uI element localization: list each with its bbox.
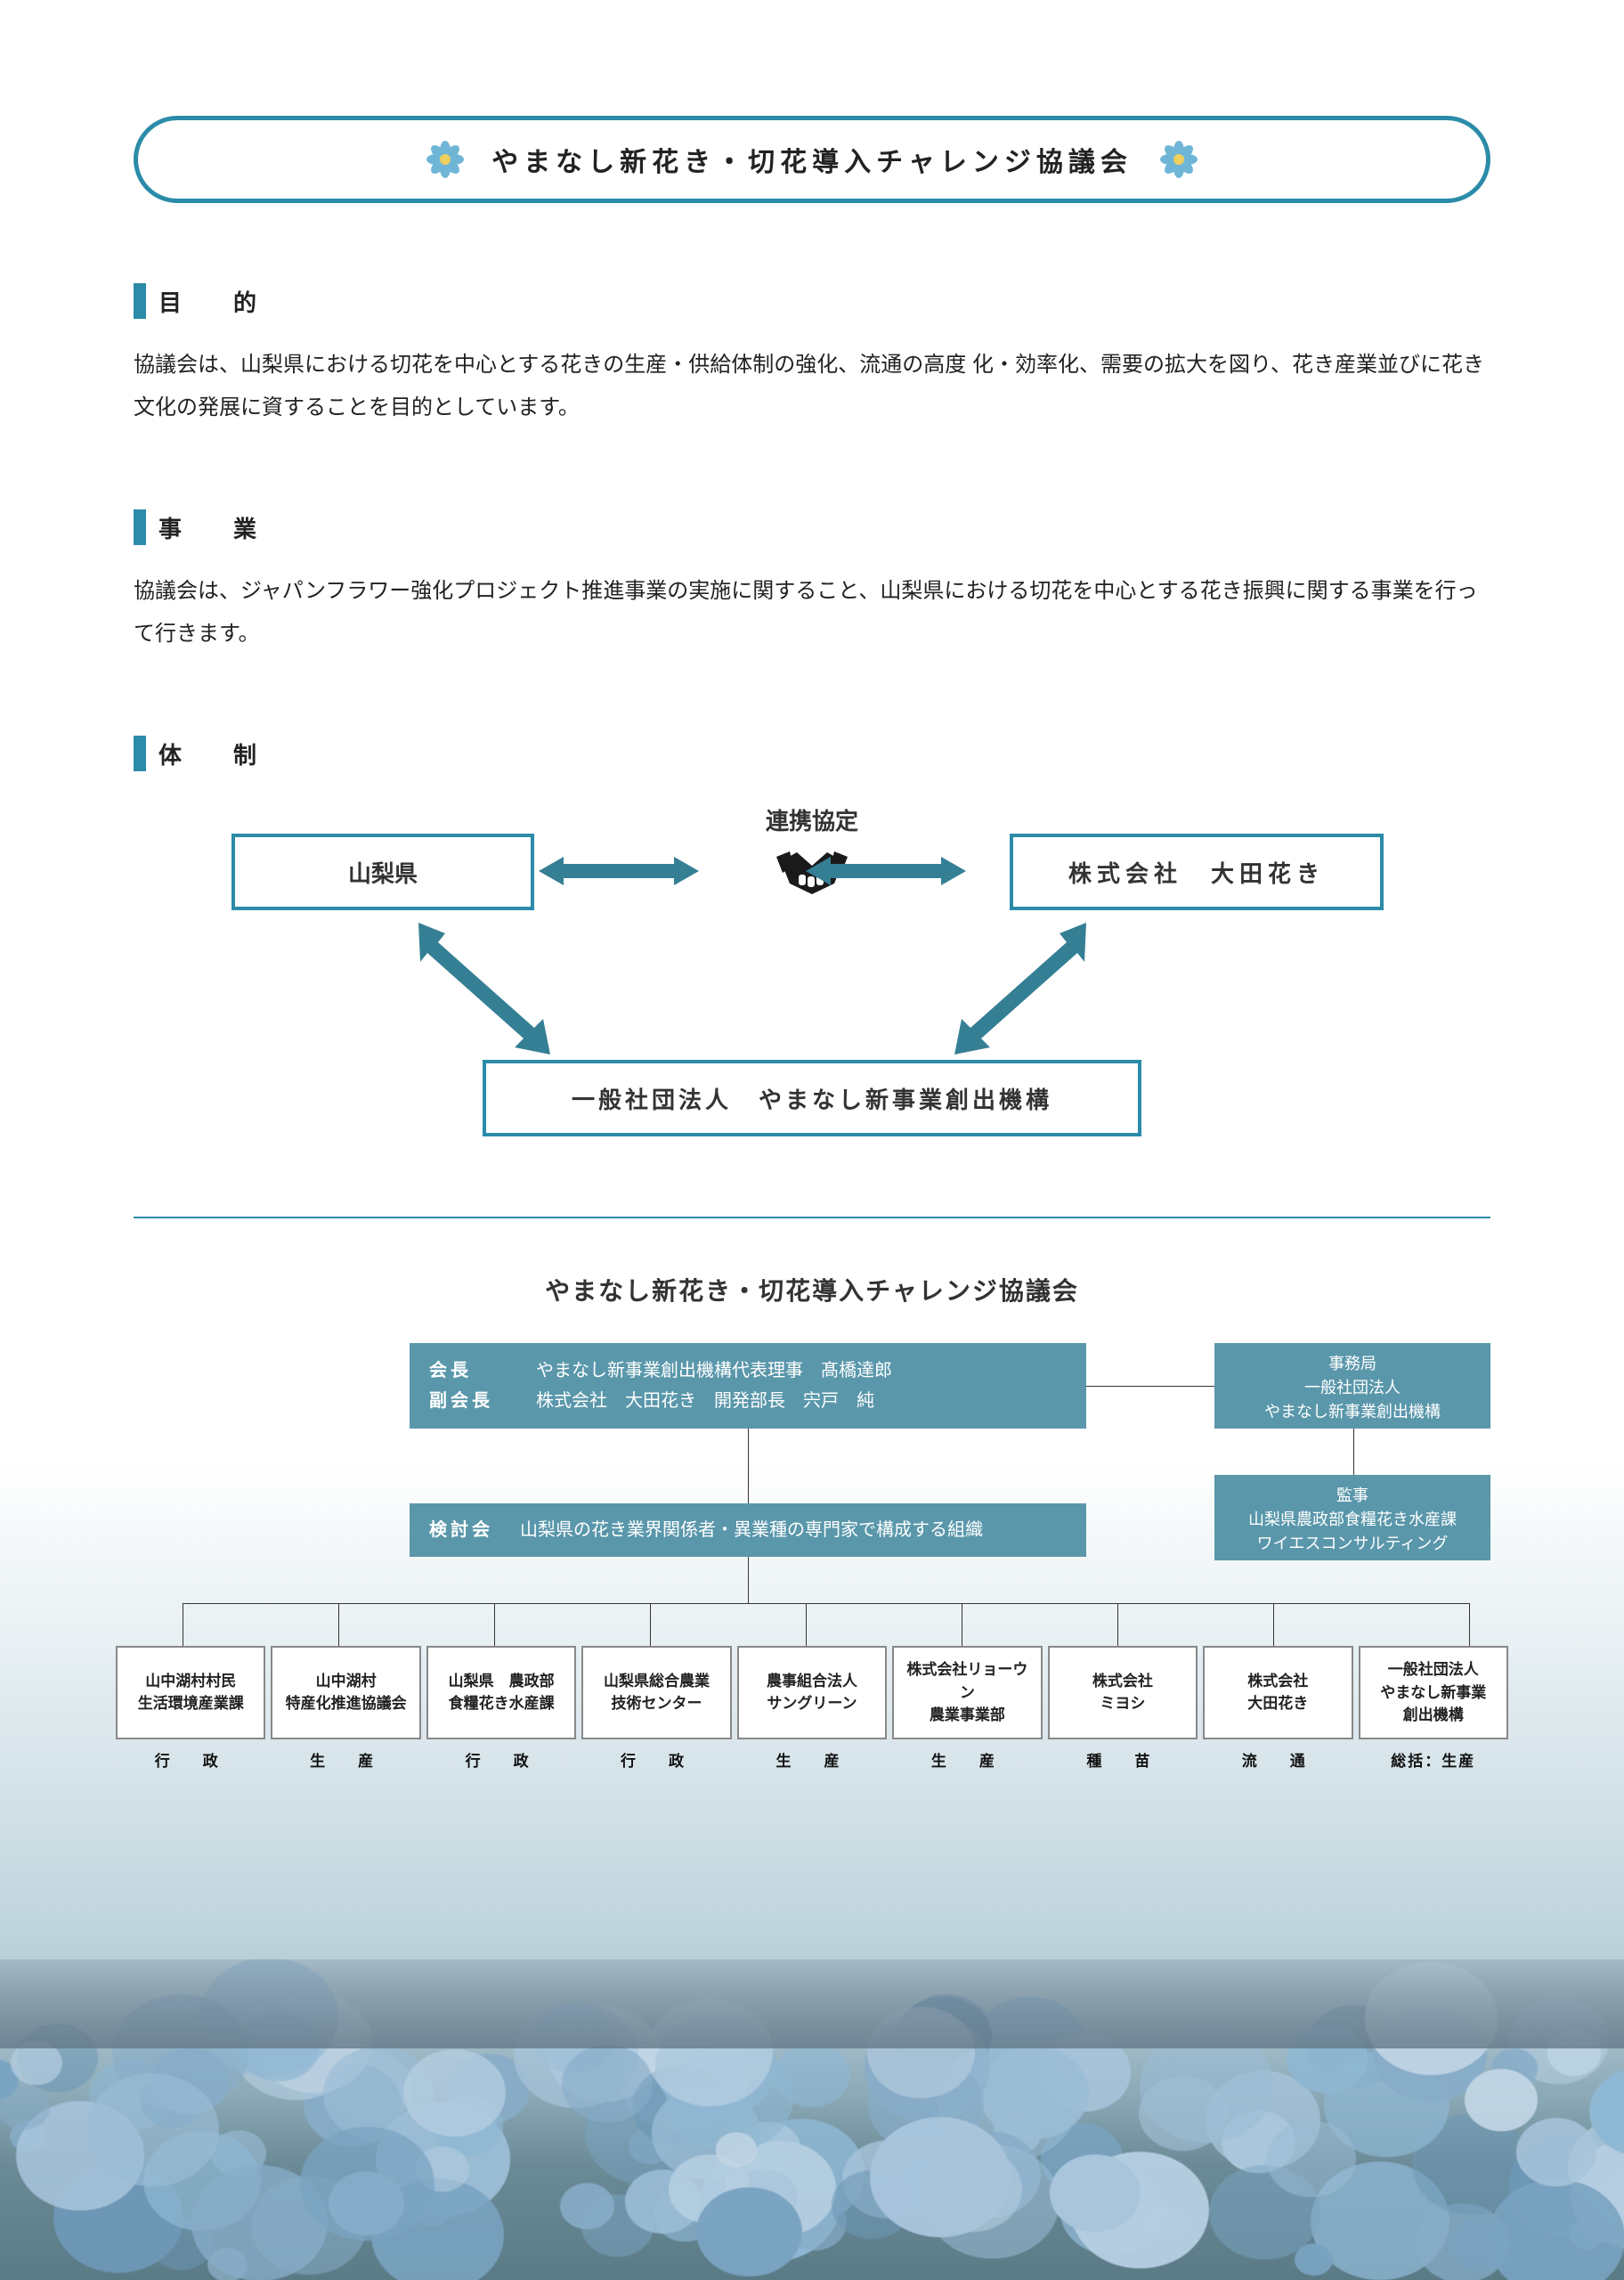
heading-text: 事 業 bbox=[158, 511, 271, 544]
leader-name: 株式会社 大田花き 開発部長 宍戸 純 bbox=[536, 1386, 874, 1416]
heading-text: 目 的 bbox=[158, 285, 271, 318]
partner-box-otahanaki: 株式会社 大田花き bbox=[1010, 834, 1384, 910]
section-heading-purpose: 目 的 bbox=[134, 283, 1490, 319]
audit-title: 監事 bbox=[1227, 1484, 1478, 1508]
org-audit-box: 監事 山梨県農政部食糧花き水産課 ワイエスコンサルティング bbox=[1214, 1475, 1490, 1560]
title-text: やまなし新花き・切花導入チャレンジ協議会 bbox=[491, 140, 1133, 179]
org-chart: 会長 やまなし新事業創出機構代表理事 髙橋達郎 副会長 株式会社 大田花き 開発… bbox=[134, 1343, 1490, 1806]
member-category: 生 産 bbox=[892, 1748, 1042, 1771]
connector-line bbox=[748, 1429, 749, 1503]
connector-line bbox=[748, 1557, 749, 1603]
secretariat-title: 事務局 bbox=[1227, 1352, 1478, 1376]
member-box: 山梨県総合農業技術センター bbox=[581, 1646, 731, 1739]
leader-role: 副会長 bbox=[429, 1386, 536, 1416]
member-category: 生 産 bbox=[737, 1748, 887, 1771]
org-study-box: 検討会 山梨県の花き業界関係者・異業種の専門家で構成する組織 bbox=[410, 1503, 1086, 1557]
member-box: 一般社団法人やまなし新事業創出機構 bbox=[1359, 1646, 1508, 1739]
leader-name: やまなし新事業創出機構代表理事 髙橋達郎 bbox=[536, 1356, 892, 1386]
partner-box-org: 一般社団法人 やまなし新事業創出機構 bbox=[483, 1060, 1141, 1136]
arrow-left-bottom bbox=[401, 923, 552, 1056]
flower-icon-left bbox=[426, 140, 465, 179]
member-category: 行 政 bbox=[116, 1748, 265, 1771]
partner-box-yamanashi: 山梨県 bbox=[231, 834, 534, 910]
partner-label: 山梨県 bbox=[348, 856, 418, 889]
member-category: 総括：生産 bbox=[1359, 1748, 1508, 1771]
member-box: 株式会社大田花き bbox=[1203, 1646, 1352, 1739]
connector-line bbox=[338, 1603, 339, 1646]
study-desc: 山梨県の花き業界関係者・異業種の専門家で構成する組織 bbox=[520, 1515, 983, 1545]
connector-line bbox=[650, 1603, 651, 1646]
purpose-text: 協議会は、山梨県における切花を中心とする花きの生産・供給体制の強化、流通の高度 … bbox=[134, 344, 1490, 429]
leader-role: 会長 bbox=[429, 1356, 536, 1386]
connector-line bbox=[1469, 1603, 1470, 1646]
secretariat-line: やまなし新事業創出機構 bbox=[1227, 1400, 1478, 1424]
org-chart-title: やまなし新花き・切花導入チャレンジ協議会 bbox=[134, 1272, 1490, 1307]
member-box: 株式会社ミヨシ bbox=[1048, 1646, 1198, 1739]
hydrangea-band bbox=[0, 1959, 1624, 2280]
connector-line bbox=[183, 1603, 1469, 1604]
members-row: 山中湖村村民生活環境産業課行 政山中湖村特産化推進協議会生 産山梨県 農政部食糧… bbox=[116, 1646, 1508, 1771]
connector-line bbox=[1086, 1386, 1214, 1387]
member-box: 山中湖村村民生活環境産業課 bbox=[116, 1646, 265, 1739]
member-box: 山中湖村特産化推進協議会 bbox=[271, 1646, 420, 1739]
member-box: 山梨県 農政部食糧花き水産課 bbox=[426, 1646, 576, 1739]
flower-icon-right bbox=[1159, 140, 1198, 179]
partnership-label: 連携協定 bbox=[766, 803, 858, 836]
member-box: 株式会社リョーウン農業事業部 bbox=[892, 1646, 1042, 1739]
section-heading-structure: 体 制 bbox=[134, 736, 1490, 771]
arrow-left-center bbox=[539, 853, 699, 889]
divider bbox=[134, 1217, 1490, 1218]
partnership-diagram: 山梨県 株式会社 大田花き 一般社団法人 やまなし新事業創出機構 連携協定 bbox=[134, 807, 1490, 1136]
business-text: 協議会は、ジャパンフラワー強化プロジェクト推進事業の実施に関すること、山梨県にお… bbox=[134, 570, 1490, 656]
audit-line: ワイエスコンサルティング bbox=[1227, 1532, 1478, 1556]
member-category: 行 政 bbox=[426, 1748, 576, 1771]
heading-text: 体 制 bbox=[158, 737, 271, 770]
partner-label: 一般社団法人 やまなし新事業創出機構 bbox=[572, 1082, 1052, 1115]
member-category: 生 産 bbox=[271, 1748, 420, 1771]
audit-line: 山梨県農政部食糧花き水産課 bbox=[1227, 1508, 1478, 1532]
member-category: 行 政 bbox=[581, 1748, 731, 1771]
page: やまなし新花き・切花導入チャレンジ協議会 目 的 協議会は、山梨県における切花を bbox=[0, 0, 1624, 2280]
member-category: 流 通 bbox=[1203, 1748, 1352, 1771]
secretariat-line: 一般社団法人 bbox=[1227, 1376, 1478, 1400]
org-secretariat-box: 事務局 一般社団法人 やまなし新事業創出機構 bbox=[1214, 1343, 1490, 1429]
title-banner: やまなし新花き・切花導入チャレンジ協議会 bbox=[134, 116, 1490, 203]
partner-label: 株式会社 大田花き bbox=[1068, 856, 1325, 889]
arrow-right-center bbox=[806, 853, 966, 889]
arrow-right-bottom bbox=[953, 923, 1104, 1056]
connector-line bbox=[1353, 1429, 1354, 1475]
member-box: 農事組合法人サングリーン bbox=[737, 1646, 887, 1739]
connector-line bbox=[1273, 1603, 1274, 1646]
connector-line bbox=[494, 1603, 495, 1646]
connector-line bbox=[806, 1603, 807, 1646]
member-category: 種 苗 bbox=[1048, 1748, 1198, 1771]
section-heading-business: 事 業 bbox=[134, 509, 1490, 545]
study-role: 検討会 bbox=[429, 1515, 493, 1545]
connector-line bbox=[1117, 1603, 1118, 1646]
org-leaders-box: 会長 やまなし新事業創出機構代表理事 髙橋達郎 副会長 株式会社 大田花き 開発… bbox=[410, 1343, 1086, 1429]
